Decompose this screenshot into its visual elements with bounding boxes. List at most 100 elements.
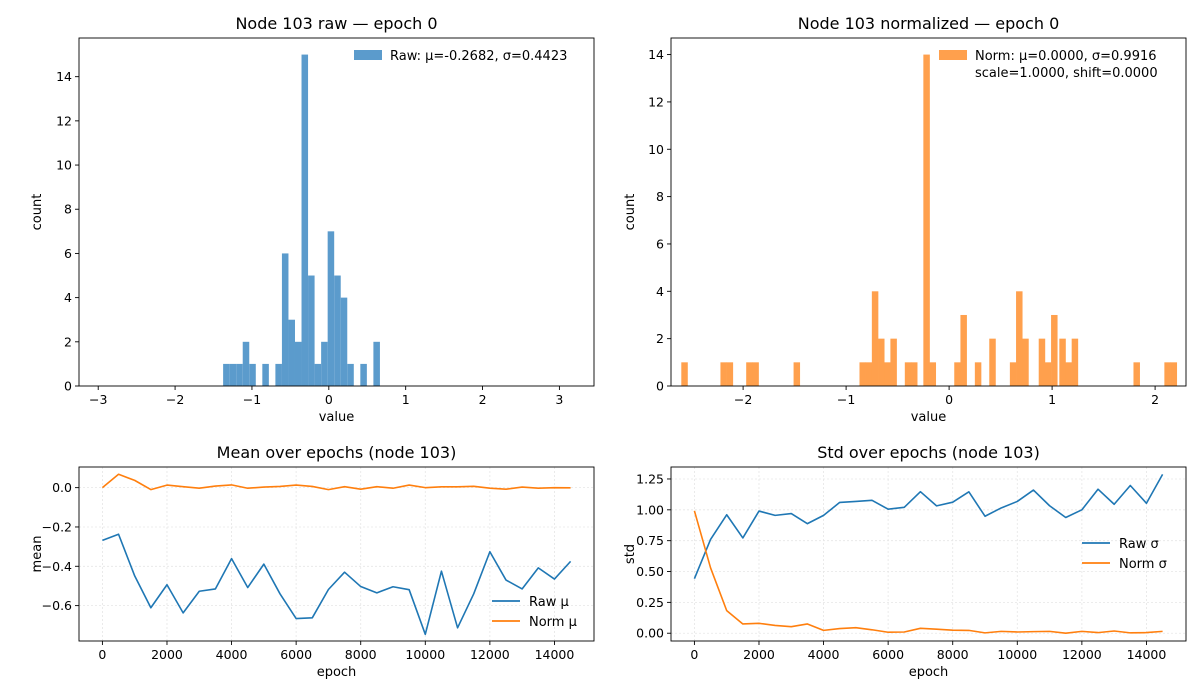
x-axis-label: value: [319, 410, 355, 425]
x-axis-label: epoch: [909, 665, 949, 680]
chart-title: Node 103 raw — epoch 0: [235, 14, 437, 33]
legend-label-0: Raw μ: [529, 595, 569, 610]
x-tick-label: −1: [243, 392, 261, 407]
x-axis-label: epoch: [317, 665, 357, 680]
legend-swatch: [939, 50, 967, 60]
x-tick-label: 2000: [151, 647, 183, 662]
y-tick-label: 0: [64, 379, 72, 394]
histogram-bar: [989, 338, 996, 386]
histogram-bar: [1133, 362, 1140, 386]
y-tick-label: 0: [656, 379, 664, 394]
y-tick-label: −0.4: [42, 559, 72, 574]
histogram-bar: [334, 275, 341, 386]
histogram-bar: [878, 338, 885, 386]
histogram-bar: [865, 362, 873, 386]
y-tick-label: 4: [656, 284, 664, 299]
histogram-bar: [223, 363, 230, 386]
histogram-bar: [236, 363, 243, 386]
y-tick-label: 0.50: [636, 564, 664, 579]
histogram-bar: [242, 341, 250, 386]
x-tick-label: 2000: [743, 647, 775, 662]
y-tick-label: 8: [656, 189, 664, 204]
histogram-bar: [229, 363, 237, 386]
series-line-1: [101, 473, 571, 491]
y-tick-label: 2: [64, 334, 72, 349]
x-tick-label: 10000: [405, 647, 445, 662]
y-tick-label: 1.00: [636, 502, 664, 517]
legend-swatch: [354, 50, 382, 60]
axes-frame: [670, 466, 1187, 642]
x-tick-label: 1: [402, 392, 410, 407]
y-tick-label: 2: [656, 331, 664, 346]
histogram-bar: [910, 362, 918, 386]
histogram-bar: [859, 362, 866, 386]
axes-frame: [670, 37, 1187, 387]
y-axis-label: std: [623, 544, 638, 564]
histogram-bar: [1071, 338, 1079, 386]
y-tick-label: 0.25: [636, 595, 664, 610]
histogram-bar: [1065, 362, 1072, 386]
y-tick-label: 8: [64, 202, 72, 217]
x-axis-label: value: [911, 410, 947, 425]
chart-title: Mean over epochs (node 103): [217, 443, 457, 462]
histogram-bar: [681, 362, 688, 386]
histogram-bar: [340, 297, 348, 386]
legend-label-1: Norm σ: [1119, 557, 1167, 572]
x-tick-label: −2: [166, 392, 184, 407]
histogram-bar: [275, 363, 282, 386]
histogram-bar: [884, 362, 891, 386]
y-tick-label: −0.6: [42, 598, 72, 613]
histogram-bar: [294, 341, 302, 386]
y-tick-label: 6: [64, 246, 72, 261]
histogram-bar: [1038, 338, 1046, 386]
histogram-bar: [308, 275, 315, 386]
histogram-bar: [752, 362, 759, 386]
legend: Raw: μ=-0.2682, σ=0.4423: [354, 49, 567, 64]
y-tick-label: 6: [656, 236, 664, 251]
histogram-bar: [1009, 362, 1017, 386]
y-tick-label: 0.0: [52, 480, 72, 495]
y-tick-label: 1.25: [636, 471, 664, 486]
x-tick-label: −2: [734, 392, 752, 407]
x-tick-label: 4000: [808, 647, 840, 662]
legend: Norm: μ=0.0000, σ=0.9916 scale=1.0000, sh…: [939, 49, 1158, 81]
x-tick-label: 14000: [1127, 647, 1167, 662]
y-axis-label: count: [30, 194, 45, 231]
y-tick-label: 14: [56, 69, 72, 84]
chart-2: 0 2000 4000 6000 8000 10000 12000 14000 −0.6 −0.4…: [30, 443, 595, 680]
histogram-bar: [321, 341, 328, 386]
x-tick-label: 1: [1048, 392, 1056, 407]
series-line-0: [693, 474, 1164, 579]
y-axis-label: mean: [30, 536, 45, 573]
x-tick-label: 6000: [872, 647, 904, 662]
x-tick-label: 0: [325, 392, 333, 407]
histogram-bar: [904, 362, 912, 386]
legend: Raw μ Norm μ: [492, 595, 577, 630]
histogram-bar: [726, 362, 734, 386]
axes-frame: [78, 466, 595, 642]
chart-title: Node 103 normalized — epoch 0: [798, 14, 1060, 33]
x-tick-label: 10000: [997, 647, 1037, 662]
x-tick-label: 2: [1151, 392, 1159, 407]
y-tick-label: 0.00: [636, 626, 664, 641]
y-tick-label: 10: [56, 158, 72, 173]
y-axis-label: count: [623, 194, 638, 231]
chart-title: Std over epochs (node 103): [817, 443, 1040, 462]
histogram-bar: [720, 362, 727, 386]
histogram-bar: [314, 363, 322, 386]
y-tick-label: 0.75: [636, 533, 664, 548]
x-tick-label: −1: [837, 392, 855, 407]
legend-label-0: Raw σ: [1119, 537, 1159, 552]
histogram-bar: [281, 253, 289, 386]
x-tick-label: 12000: [1062, 647, 1102, 662]
y-tick-label: −0.2: [42, 519, 72, 534]
histogram-bar: [974, 362, 982, 386]
y-tick-label: 12: [56, 113, 72, 128]
y-tick-label: 4: [64, 290, 72, 305]
legend-label: Norm: μ=0.0000, σ=0.9916: [975, 49, 1157, 64]
legend-label: Raw: μ=-0.2682, σ=0.4423: [390, 49, 567, 64]
histogram-bar: [746, 362, 753, 386]
histogram-bar: [373, 341, 380, 386]
